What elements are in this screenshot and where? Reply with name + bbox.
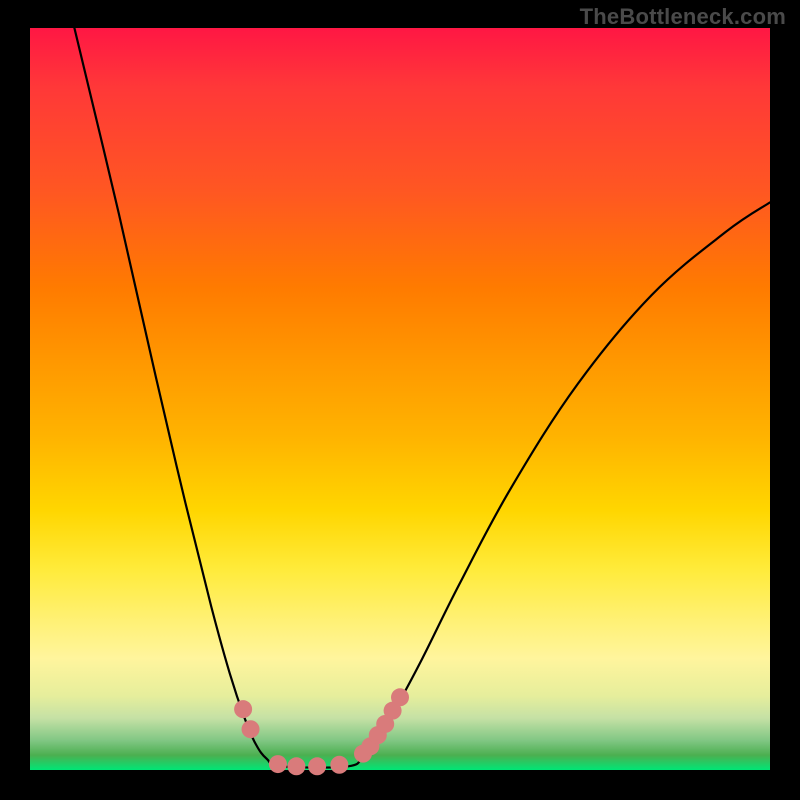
watermark-text: TheBottleneck.com (580, 4, 786, 30)
curve-layer (0, 0, 800, 800)
curve-marker (287, 757, 305, 775)
curve-marker (269, 755, 287, 773)
curve-marker (391, 688, 409, 706)
chart-frame: TheBottleneck.com (0, 0, 800, 800)
curve-marker (234, 700, 252, 718)
bottleneck-curve (74, 28, 770, 768)
curve-marker (330, 756, 348, 774)
curve-marker (242, 720, 260, 738)
curve-marker (308, 757, 326, 775)
